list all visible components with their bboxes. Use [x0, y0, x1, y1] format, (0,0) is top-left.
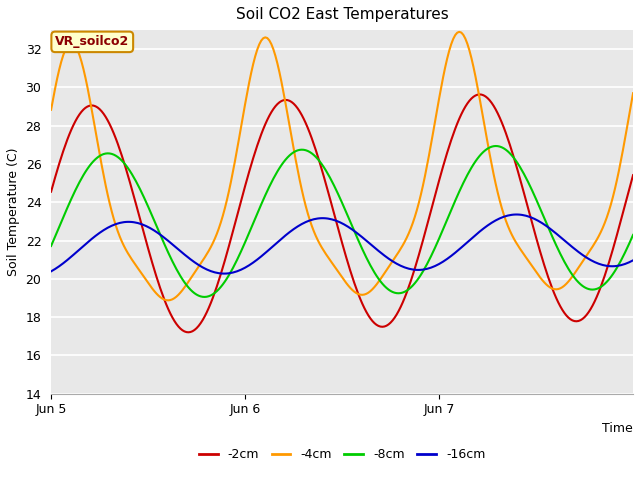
Y-axis label: Soil Temperature (C): Soil Temperature (C): [7, 147, 20, 276]
Title: Soil CO2 East Temperatures: Soil CO2 East Temperatures: [236, 7, 449, 22]
Legend: -2cm, -4cm, -8cm, -16cm: -2cm, -4cm, -8cm, -16cm: [194, 444, 490, 467]
Text: VR_soilco2: VR_soilco2: [55, 36, 129, 48]
X-axis label: Time: Time: [602, 422, 633, 435]
